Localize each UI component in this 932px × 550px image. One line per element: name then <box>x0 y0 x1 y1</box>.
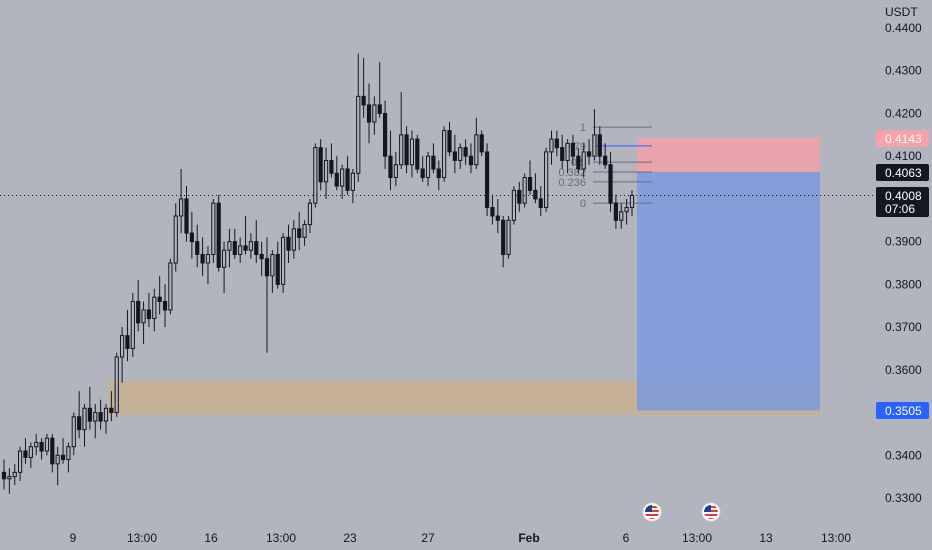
entry-price: 0.4063 <box>885 166 922 180</box>
price-tick-label: 0.3300 <box>885 491 922 505</box>
fib-level-label: 0.236 <box>558 177 586 189</box>
fib-level-label: 1 <box>580 122 586 134</box>
target-zone[interactable] <box>637 172 820 410</box>
candle <box>282 233 285 293</box>
time-tick-label: Feb <box>518 531 539 545</box>
price-tick-label: 0.3600 <box>885 363 922 377</box>
fib-level-label: 0 <box>580 198 586 210</box>
candle <box>485 143 488 216</box>
target-price-tag: 0.3505 <box>876 402 929 419</box>
candle <box>169 259 172 315</box>
candle <box>217 195 220 272</box>
bar-countdown: 07:06 <box>885 202 915 216</box>
us-flag-icon[interactable] <box>702 503 720 521</box>
price-tick-label: 0.4200 <box>885 106 922 120</box>
candle <box>131 293 134 357</box>
stop-loss-price: 0.4143 <box>885 132 922 146</box>
price-tick-label: 0.4400 <box>885 21 922 35</box>
candle <box>545 148 548 212</box>
time-tick-label: 13 <box>759 531 773 545</box>
candle <box>443 126 446 182</box>
time-tick-label: 6 <box>623 531 630 545</box>
current-price: 0.4008 <box>885 189 922 203</box>
price-tick-label: 0.3400 <box>885 448 922 462</box>
time-tick-label: 13:00 <box>821 531 851 545</box>
target-price: 0.3505 <box>885 404 922 418</box>
currency-label: USDT <box>885 5 918 19</box>
candle <box>523 173 526 207</box>
price-tick-label: 0.4300 <box>885 64 922 78</box>
time-tick-label: 23 <box>343 531 357 545</box>
time-tick-label: 9 <box>70 531 77 545</box>
time-tick-label: 13:00 <box>266 531 296 545</box>
time-tick-label: 27 <box>421 531 435 545</box>
candle <box>115 353 118 417</box>
us-flag-icon[interactable] <box>643 503 661 521</box>
candle <box>512 186 515 224</box>
entry-price-tag: 0.4063 <box>876 164 929 181</box>
candle <box>212 199 215 263</box>
time-tick-label: 16 <box>204 531 218 545</box>
price-tick-label: 0.3700 <box>885 320 922 334</box>
time-tick-label: 13:00 <box>682 531 712 545</box>
short-position-tool[interactable] <box>637 138 820 411</box>
price-tick-label: 0.3900 <box>885 235 922 249</box>
current-price-tag: 0.4008 07:06 <box>876 187 929 217</box>
candle <box>480 131 483 157</box>
price-tick-label: 0.3800 <box>885 277 922 291</box>
candle <box>314 143 317 207</box>
stop-loss-zone[interactable] <box>637 138 820 172</box>
candle <box>507 216 510 259</box>
candle <box>416 135 419 173</box>
price-tick-label: 0.4100 <box>885 149 922 163</box>
stop-loss-price-tag: 0.4143 <box>876 130 929 147</box>
time-tick-label: 13:00 <box>127 531 157 545</box>
